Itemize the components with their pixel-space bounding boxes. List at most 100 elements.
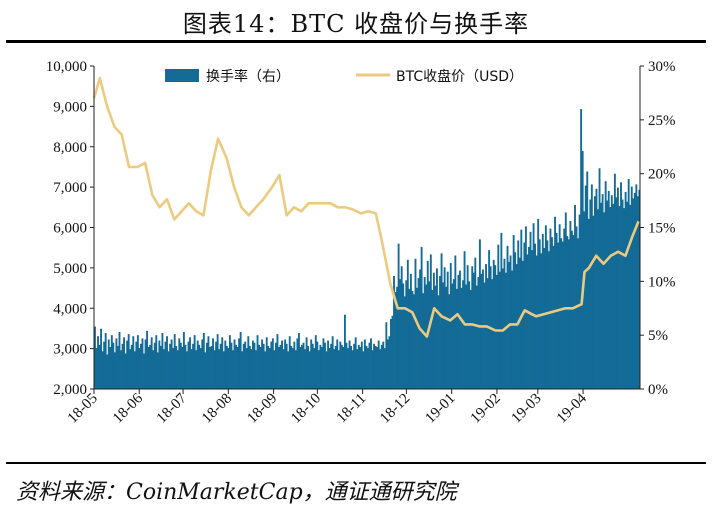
- turnover-bar: [406, 259, 409, 389]
- turnover-bar: [557, 242, 560, 389]
- turnover-bar: [518, 257, 521, 389]
- turnover-bar: [126, 340, 129, 389]
- turnover-bar: [482, 269, 484, 389]
- turnover-bar: [293, 341, 296, 389]
- turnover-bar: [271, 338, 274, 389]
- turnover-bar: [528, 246, 530, 389]
- turnover-bar: [408, 288, 411, 389]
- turnover-bar: [282, 349, 285, 389]
- turnover-bar: [299, 347, 302, 389]
- turnover-bar: [163, 349, 165, 389]
- turnover-bar: [336, 339, 339, 389]
- turnover-bar: [307, 345, 310, 389]
- turnover-bar: [285, 343, 288, 389]
- x-tick-label: 18-08: [199, 391, 235, 427]
- turnover-bar: [215, 341, 218, 389]
- turnover-bar: [304, 349, 306, 389]
- turnover-bar: [532, 223, 535, 389]
- turnover-bar: [199, 348, 202, 389]
- turnover-bar: [524, 226, 527, 389]
- turnover-bar: [152, 350, 155, 389]
- turnover-bar: [106, 354, 109, 389]
- turnover-bar: [601, 194, 604, 389]
- turnover-bar: [184, 344, 187, 389]
- turnover-bar: [296, 338, 299, 389]
- turnover-bar: [472, 272, 475, 389]
- turnover-bar: [558, 224, 561, 389]
- turnover-bar: [210, 345, 213, 389]
- turnover-bar: [124, 353, 127, 389]
- turnover-bar: [129, 349, 132, 389]
- turnover-bar: [324, 342, 326, 389]
- turnover-bar: [587, 218, 590, 389]
- turnover-bar: [371, 350, 374, 389]
- turnover-bar: [276, 334, 279, 389]
- turnover-bar: [123, 337, 126, 389]
- turnover-bar: [121, 343, 124, 389]
- turnover-bar: [455, 288, 458, 389]
- turnover-bar: [546, 240, 549, 389]
- turnover-bar: [161, 333, 164, 389]
- turnover-bar: [491, 279, 494, 389]
- turnover-bar: [354, 337, 357, 389]
- turnover-bar: [147, 347, 150, 389]
- turnover-bar: [212, 338, 214, 389]
- turnover-bar: [583, 211, 586, 389]
- turnover-bar: [347, 348, 349, 389]
- x-tick-label: 18-11: [334, 391, 370, 427]
- turnover-bar: [589, 199, 592, 389]
- turnover-bar: [413, 294, 415, 389]
- turnover-bar: [379, 349, 382, 389]
- turnover-bar: [305, 337, 308, 389]
- turnover-bar: [426, 260, 429, 389]
- turnover-bar: [394, 292, 397, 389]
- turnover-bar: [256, 335, 259, 389]
- x-tick-label: 18-06: [110, 390, 146, 426]
- turnover-bar: [386, 339, 389, 389]
- turnover-bar: [612, 203, 615, 389]
- turnover-bar: [172, 348, 175, 389]
- left-tick-label: 3,000: [53, 342, 87, 358]
- turnover-bar: [604, 181, 607, 389]
- turnover-bar: [173, 334, 176, 389]
- turnover-bar: [613, 173, 616, 389]
- turnover-bar: [94, 326, 96, 389]
- turnover-bar: [267, 345, 270, 389]
- turnover-bar: [259, 347, 262, 389]
- title-rule: [6, 40, 706, 43]
- turnover-bar: [302, 342, 305, 389]
- turnover-bar: [480, 273, 483, 389]
- turnover-bar: [353, 343, 356, 389]
- turnover-bar: [468, 281, 471, 389]
- turnover-bar: [434, 285, 437, 389]
- left-tick-label: 10,000: [46, 59, 87, 75]
- turnover-bar: [274, 342, 277, 389]
- turnover-bar: [291, 348, 294, 389]
- turnover-bar: [155, 335, 158, 389]
- turnover-bar: [397, 243, 400, 389]
- turnover-bar: [572, 235, 575, 389]
- turnover-bar: [457, 274, 460, 389]
- turnover-bar: [138, 348, 141, 389]
- turnover-bar: [595, 188, 598, 389]
- turnover-bar: [445, 286, 448, 389]
- turnover-bar: [465, 284, 468, 389]
- turnover-bar: [224, 340, 227, 389]
- turnover-bar: [238, 338, 241, 389]
- turnover-bar: [411, 291, 414, 389]
- legend: 换手率（右） BTC收盘价（USD）: [165, 68, 523, 85]
- turnover-bar: [377, 340, 380, 389]
- turnover-bar: [244, 341, 247, 389]
- turnover-bar: [334, 345, 337, 389]
- turnover-bar: [368, 342, 371, 389]
- turnover-bar: [135, 341, 138, 389]
- turnover-bar: [577, 238, 579, 389]
- turnover-bar: [363, 339, 366, 389]
- turnover-bar: [459, 270, 461, 389]
- turnover-bar: [399, 279, 402, 389]
- turnover-bar: [515, 264, 518, 389]
- turnover-bar: [443, 267, 446, 389]
- turnover-bar: [343, 314, 346, 389]
- turnover-bar: [170, 339, 173, 389]
- left-tick-label: 5,000: [53, 261, 87, 277]
